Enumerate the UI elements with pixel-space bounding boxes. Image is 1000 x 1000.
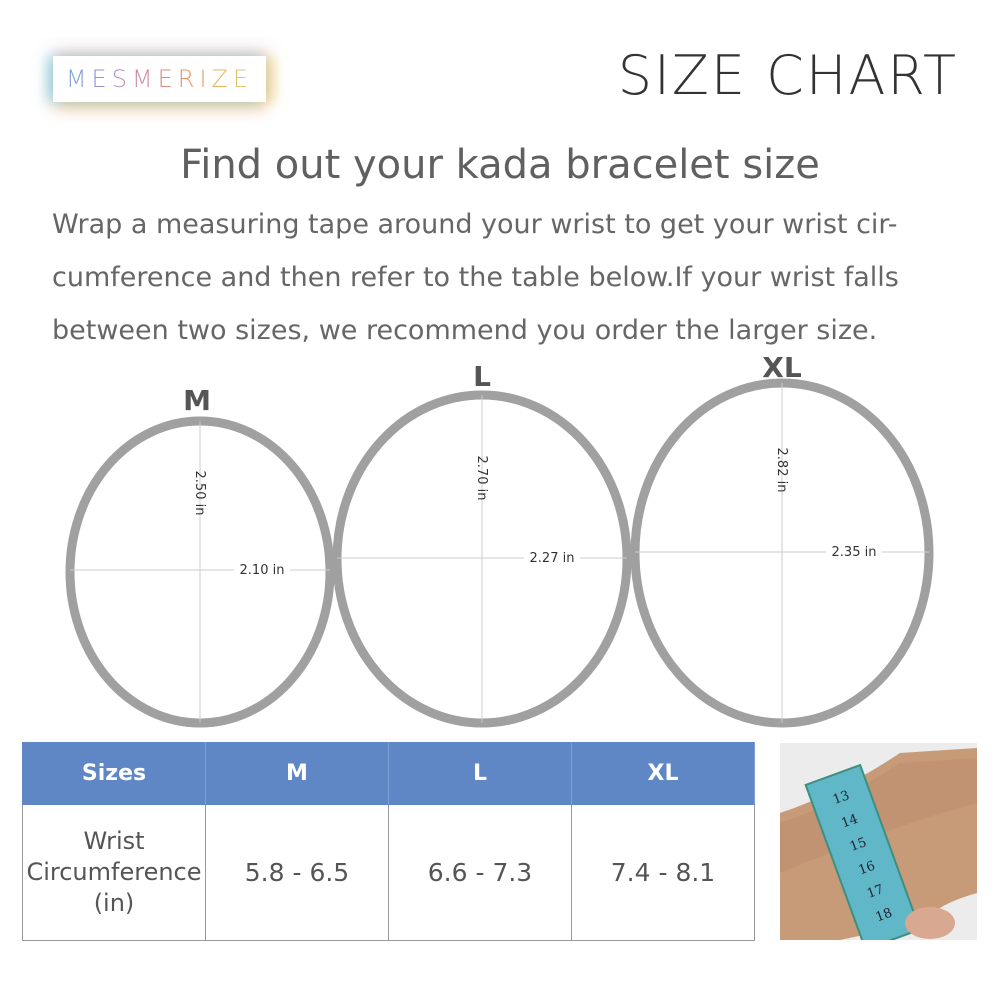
row-label-line: Circumference [26,858,202,886]
ring-xl: XL 2.82 in 2.35 in [630,351,934,728]
tape-number: 14 [839,812,860,832]
header-l: L [388,742,572,805]
ring-m: M 2.50 in 2.10 in [65,384,335,728]
row-label-line: Wrist [83,827,145,855]
brand-logo: MESMERIZE [53,56,266,102]
tape-number: 17 [865,882,886,902]
size-table: Sizes M L XL Wrist Circumference (in) 5.… [22,742,755,941]
wrist-measuring-photo: 13 14 15 16 17 18 [780,743,977,940]
value-xl: 7.4 - 8.1 [571,804,755,941]
ring-diagrams: M 2.50 in 2.10 in L 2.70 in 2.27 in XL 2… [65,351,934,728]
ring-width-label: 2.35 in [832,545,877,560]
ring-l: L 2.70 in 2.27 in [332,360,632,728]
tape-number: 18 [874,906,895,926]
header-sizes: Sizes [22,742,206,805]
tape-number: 15 [848,835,869,855]
value-l: 6.6 - 7.3 [388,804,572,941]
ring-height-label: 2.70 in [474,456,489,501]
logo-text: MESMERIZE [65,65,254,93]
value-m: 5.8 - 6.5 [205,804,389,941]
heading: Find out your kada bracelet size [180,142,820,188]
description: Wrap a measuring tape around your wrist … [52,209,899,346]
row-label: Wrist Circumference (in) [22,804,206,941]
header-xl: XL [571,742,755,805]
ring-size-label: L [473,360,491,393]
ring-width-label: 2.10 in [240,563,285,578]
tape-number: 13 [831,788,852,808]
ring-size-label: M [183,384,211,417]
tape-number: 16 [857,859,878,879]
ring-size-label: XL [762,351,802,384]
ring-height-label: 2.50 in [192,471,207,516]
row-label-line: (in) [93,889,135,917]
ring-height-label: 2.82 in [774,448,789,493]
header-m: M [205,742,389,805]
table-row: Wrist Circumference (in) 5.8 - 6.5 6.6 -… [22,804,755,941]
ring-width-label: 2.27 in [530,551,575,566]
table-header-row: Sizes M L XL [22,742,755,805]
page-title: SIZE CHART [617,44,958,107]
